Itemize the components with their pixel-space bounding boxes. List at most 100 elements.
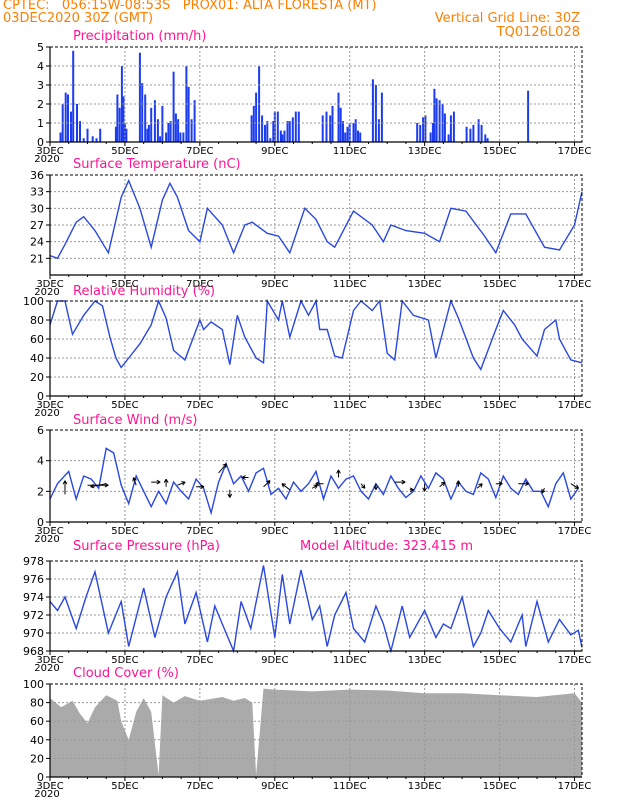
y-tick-label: 968	[23, 645, 44, 658]
precip-bar	[291, 117, 294, 142]
precip-bar	[174, 113, 177, 142]
y-tick-label: 970	[23, 627, 44, 640]
y-tick-label: 100	[23, 295, 44, 308]
wind-arrow	[163, 478, 169, 487]
x-tick-label: 5DEC	[111, 781, 138, 792]
precip-bar	[465, 126, 468, 142]
y-tick-label: 0	[37, 771, 44, 784]
precip-bar	[527, 90, 530, 142]
y-tick-label: 60	[30, 715, 44, 728]
x-tick-label: 9DEC	[261, 526, 288, 537]
y-tick-label: 0	[37, 390, 44, 403]
x-tick-label: 3DEC	[36, 279, 63, 290]
x-tick-label: 11DEC	[333, 279, 367, 290]
precip-bar	[484, 134, 487, 142]
precip-bar	[435, 98, 438, 142]
precip-bar	[297, 111, 300, 142]
precip-bar	[377, 119, 380, 142]
precip-bar	[252, 105, 255, 142]
precip-bar	[182, 132, 185, 142]
x-tick-label: 17DEC	[558, 400, 592, 411]
x-tick-label: 7DEC	[186, 781, 213, 792]
precip-bar	[67, 94, 69, 142]
wind-arrow	[62, 480, 68, 495]
precip-bar	[288, 121, 291, 142]
wind-arrow	[409, 487, 414, 493]
precip-bar	[159, 136, 162, 142]
panel-title: Precipitation (mm/h)	[73, 29, 206, 44]
y-tick-label: 5	[37, 41, 44, 54]
station-header: CPTEC: 056:15W-08:53S PROX01: ALTA FLORE…	[3, 0, 377, 13]
precip-bar	[250, 115, 253, 142]
wind-arrow	[90, 483, 107, 489]
x-tick-label: 13DEC	[408, 146, 442, 157]
precip-bar	[273, 111, 276, 142]
precip-bar	[281, 134, 284, 142]
precip-bar	[433, 88, 436, 142]
panel-frame	[49, 429, 583, 523]
y-tick-label: 21	[30, 252, 44, 265]
precip-bar	[452, 111, 455, 142]
x-tick-label: 15DEC	[483, 146, 517, 157]
y-tick-label: 974	[23, 591, 44, 604]
x-tick-label: 9DEC	[261, 400, 288, 411]
x-tick-label: 9DEC	[261, 146, 288, 157]
precip-bar	[469, 128, 472, 142]
panel-subtitle: Model Altitude: 323.415 m	[300, 539, 473, 554]
wind-arrow	[132, 477, 137, 486]
panel-0: Precipitation (mm/h) 0 1 2 3 4 5 3DEC 5DEC 7DEC 9D…	[34, 29, 591, 165]
wind-arrow	[227, 489, 233, 498]
wind-arrow	[373, 483, 379, 491]
y-tick-label: 978	[23, 555, 44, 568]
precip-bar	[443, 113, 446, 142]
run-date: 03DEC2020 30Z (GMT)	[3, 11, 154, 26]
precip-bar	[169, 121, 172, 142]
precip-bar	[438, 100, 441, 142]
panel-title: Surface Temperature (nC)	[73, 157, 241, 172]
year-label: 2020	[34, 154, 59, 165]
wind-arrow	[422, 483, 428, 492]
x-tick-label: 7DEC	[186, 526, 213, 537]
precip-bar	[422, 117, 425, 142]
precip-bar	[114, 126, 117, 142]
panel-title: Cloud Cover (%)	[73, 666, 179, 681]
precip-bar	[146, 128, 149, 142]
x-tick-label: 9DEC	[261, 655, 288, 666]
precip-bar	[329, 115, 332, 142]
precip-bar	[264, 124, 266, 142]
precip-bar	[357, 130, 359, 142]
x-tick-label: 13DEC	[408, 526, 442, 537]
precip-bar	[344, 132, 347, 142]
y-tick-label: 20	[30, 371, 44, 384]
precip-bar	[141, 83, 144, 142]
x-tick-label: 9DEC	[261, 781, 288, 792]
panel-4: Surface Pressure (hPa) Model Altitude: 32…	[23, 539, 591, 674]
x-tick-label: 7DEC	[186, 400, 213, 411]
y-tick-label: 972	[23, 609, 44, 622]
precip-bar	[419, 124, 422, 142]
precip-bar	[371, 79, 374, 142]
panel-1: Surface Temperature (nC) 21 24 27 30 33 36 3DEC…	[30, 157, 591, 298]
precip-bar	[122, 96, 125, 142]
x-tick-label: 3DEC	[36, 781, 63, 792]
x-tick-label: 13DEC	[408, 279, 442, 290]
x-tick-label: 13DEC	[408, 655, 442, 666]
panel-title: Surface Wind (m/s)	[73, 413, 197, 428]
wind-arrow	[476, 483, 483, 489]
model-code: TQ0126L028	[496, 25, 580, 40]
y-tick-label: 36	[30, 169, 44, 182]
wind-arrow	[241, 475, 249, 480]
precip-bar	[337, 92, 340, 142]
x-tick-label: 13DEC	[408, 781, 442, 792]
x-tick-label: 3DEC	[36, 146, 63, 157]
wind-arrow	[360, 483, 366, 489]
y-tick-label: 0	[37, 136, 44, 149]
wind-arrow	[541, 488, 546, 494]
precip-bar	[266, 121, 269, 142]
x-tick-label: 17DEC	[558, 781, 592, 792]
precip-bar	[165, 132, 168, 142]
precip-bar	[187, 86, 190, 142]
precip-bar	[138, 52, 141, 143]
panel-2: Relative Humidity (%) 0 20 40 60 80 100 3DEC 5DE…	[23, 284, 591, 419]
panel-title: Surface Pressure (hPa)	[73, 539, 220, 554]
